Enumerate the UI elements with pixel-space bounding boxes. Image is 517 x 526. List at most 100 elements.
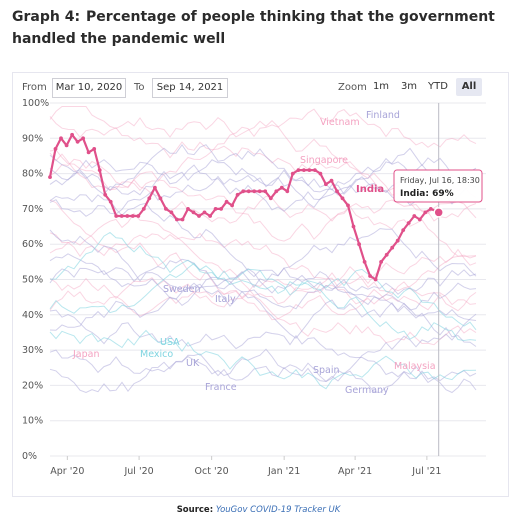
india-data-point <box>169 210 174 215</box>
background-series-line <box>49 253 477 321</box>
y-tick-label: 40% <box>22 310 43 321</box>
india-data-point <box>53 147 58 151</box>
india-data-point <box>147 196 152 201</box>
india-data-point <box>191 210 196 215</box>
series-label-germany: Germany <box>345 385 389 396</box>
series-label-japan: Japan <box>72 349 100 360</box>
india-data-point <box>197 214 201 218</box>
india-data-point <box>406 221 411 225</box>
source-label: Source: <box>176 505 214 515</box>
y-tick-label: 60% <box>22 239 43 250</box>
india-data-point <box>241 189 246 194</box>
background-series-line <box>49 157 477 217</box>
india-data-point <box>335 189 339 194</box>
series-label-france: France <box>205 382 237 393</box>
source-note: Source: YouGov COVID-19 Tracker UK <box>0 505 517 515</box>
india-data-point <box>119 214 124 218</box>
india-data-point <box>324 182 328 187</box>
india-data-point <box>357 242 361 247</box>
india-data-point <box>103 192 108 197</box>
india-data-point <box>302 168 306 173</box>
background-series-line <box>49 144 477 191</box>
zoom-3m-button[interactable]: 3m <box>400 81 418 92</box>
background-series-line <box>49 267 477 311</box>
background-series-line <box>49 232 477 321</box>
india-data-point <box>114 214 119 218</box>
series-label-vietnam: Vietnam <box>320 117 360 128</box>
hovered-data-point <box>433 207 444 218</box>
india-data-point <box>86 150 91 155</box>
series-label-spain: Spain <box>313 365 340 376</box>
y-tick-label: 80% <box>22 169 43 180</box>
india-data-point <box>257 189 262 194</box>
india-data-point <box>180 217 185 222</box>
series-label-finland: Finland <box>366 110 400 121</box>
x-tick-label: Oct '20 <box>195 466 229 477</box>
india-data-point <box>368 274 372 278</box>
india-data-point <box>208 214 213 218</box>
india-data-point <box>164 207 168 211</box>
background-series-line <box>49 212 477 305</box>
india-data-point <box>307 168 312 173</box>
from-label: From <box>22 82 47 93</box>
india-data-point <box>290 171 295 176</box>
tooltip-box <box>393 169 483 203</box>
india-data-point <box>428 207 433 211</box>
series-label-mexico: Mexico <box>140 349 173 360</box>
from-date-input[interactable]: Mar 10, 2020 <box>52 78 126 98</box>
india-data-point <box>412 214 417 218</box>
india-data-point <box>153 185 157 190</box>
india-data-point <box>224 199 229 204</box>
india-data-point <box>97 168 102 173</box>
background-series-line <box>49 108 477 192</box>
x-tick-label: Apr '20 <box>50 466 84 477</box>
series-label-malaysia: Malaysia <box>394 361 436 372</box>
india-data-point <box>125 214 130 218</box>
india-data-point <box>59 136 63 141</box>
to-date-input[interactable]: Sep 14, 2021 <box>152 78 228 98</box>
background-series-line <box>49 348 477 394</box>
india-data-point <box>351 224 356 229</box>
india-data-point <box>175 217 179 222</box>
y-tick-label: 20% <box>22 380 43 391</box>
india-data-point <box>318 171 323 176</box>
india-data-point <box>401 228 406 233</box>
india-data-point <box>279 185 284 190</box>
india-data-point <box>235 192 240 197</box>
source-link[interactable]: YouGov COVID-19 Tracker UK <box>215 505 341 515</box>
y-tick-label: 50% <box>22 275 43 286</box>
chart-frame <box>12 72 509 497</box>
x-tick-label: Jan '21 <box>267 466 300 477</box>
india-data-point <box>296 168 301 173</box>
background-series-line <box>49 309 477 394</box>
series-label-india: India <box>356 184 384 195</box>
y-tick-label: 30% <box>22 345 43 356</box>
india-data-point <box>202 210 207 215</box>
india-data-point <box>213 207 218 211</box>
background-series-line <box>49 194 477 278</box>
india-data-point <box>70 132 74 137</box>
title-text: Percentage of people thinking that the g… <box>12 9 495 47</box>
india-data-point <box>379 260 383 264</box>
india-data-point <box>130 214 135 218</box>
india-data-point <box>346 203 350 208</box>
series-label-uk: UK <box>186 358 200 369</box>
india-data-point <box>75 139 80 144</box>
india-data-point <box>340 196 345 201</box>
india-data-point <box>263 189 268 194</box>
india-data-point <box>395 238 400 243</box>
y-tick-label: 10% <box>22 416 43 427</box>
zoom-1m-button[interactable]: 1m <box>372 81 390 92</box>
x-tick-label: Jul '21 <box>411 466 441 477</box>
india-data-point <box>252 189 257 194</box>
y-tick-label: 100% <box>22 98 49 109</box>
zoom-all-button[interactable]: All <box>456 78 482 96</box>
india-data-point <box>141 207 146 211</box>
india-data-point <box>390 245 395 250</box>
to-label: To <box>134 82 145 93</box>
india-data-point <box>313 168 317 173</box>
zoom-ytd-button[interactable]: YTD <box>428 81 448 92</box>
india-data-point <box>81 136 85 141</box>
india-data-point <box>329 178 334 183</box>
tooltip-value: India: 69% <box>400 189 454 199</box>
